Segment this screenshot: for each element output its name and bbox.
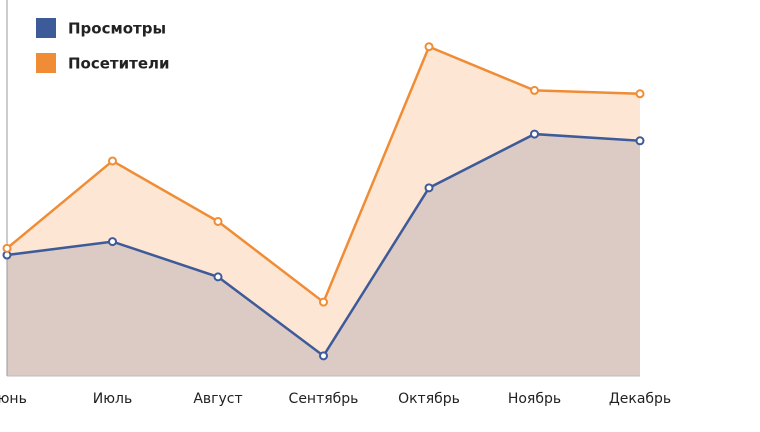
legend-label: Просмотры: [68, 20, 166, 38]
point: [319, 297, 328, 307]
legend-swatch: [36, 53, 56, 73]
x-tick-label: Ноябрь: [508, 391, 561, 407]
point: [635, 89, 645, 99]
point: [424, 183, 434, 193]
lines: [2, 42, 645, 361]
point: [2, 243, 12, 253]
point: [530, 85, 539, 95]
x-tick-label: Август: [193, 391, 242, 407]
x-labels: Июнь Июль Август Сентябрь Октябрь Ноябрь Декаб…: [0, 391, 671, 407]
x-tick-label: Июль: [93, 391, 132, 407]
x-tick-label: Июнь: [0, 391, 27, 407]
point: [213, 272, 223, 282]
legend-label: Посетители: [68, 55, 170, 73]
legend: Просмотры Посетители: [36, 18, 170, 73]
point: [108, 237, 117, 247]
x-tick-label: Декабрь: [609, 391, 671, 407]
x-tick-label: Сентябрь: [289, 391, 359, 407]
point: [108, 156, 117, 166]
point: [424, 42, 434, 52]
point: [635, 136, 645, 146]
x-tick-label: Октябрь: [398, 391, 460, 407]
area: [7, 134, 640, 376]
point: [530, 129, 539, 139]
point: [213, 216, 223, 226]
point: [319, 351, 328, 361]
areas: [7, 46, 640, 376]
legend-swatch: [36, 18, 56, 38]
